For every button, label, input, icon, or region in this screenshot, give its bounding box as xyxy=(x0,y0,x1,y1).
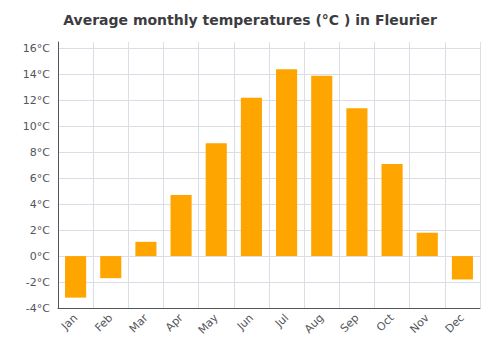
svg-text:0°C: 0°C xyxy=(30,250,50,263)
svg-text:Dec: Dec xyxy=(443,311,467,335)
svg-text:Mar: Mar xyxy=(127,311,151,335)
svg-text:16°C: 16°C xyxy=(23,42,50,55)
svg-text:-2°C: -2°C xyxy=(26,276,50,289)
svg-text:Sep: Sep xyxy=(338,311,362,335)
svg-text:14°C: 14°C xyxy=(23,68,50,81)
svg-text:10°C: 10°C xyxy=(23,120,50,133)
svg-text:Apr: Apr xyxy=(163,311,186,334)
svg-text:Jul: Jul xyxy=(272,311,291,330)
svg-text:Oct: Oct xyxy=(374,311,397,334)
svg-text:Jun: Jun xyxy=(234,311,256,333)
svg-text:6°C: 6°C xyxy=(30,172,50,185)
svg-text:Feb: Feb xyxy=(92,311,115,334)
svg-text:Nov: Nov xyxy=(407,311,432,336)
svg-text:Aug: Aug xyxy=(302,311,326,335)
svg-text:12°C: 12°C xyxy=(23,94,50,107)
svg-text:2°C: 2°C xyxy=(30,224,50,237)
svg-text:4°C: 4°C xyxy=(30,198,50,211)
svg-text:Jan: Jan xyxy=(58,311,80,333)
svg-text:Average monthly temperatures (: Average monthly temperatures (°C ) in Fl… xyxy=(63,12,437,28)
svg-text:-4°C: -4°C xyxy=(26,302,50,315)
svg-text:8°C: 8°C xyxy=(30,146,50,159)
svg-text:May: May xyxy=(196,311,222,337)
